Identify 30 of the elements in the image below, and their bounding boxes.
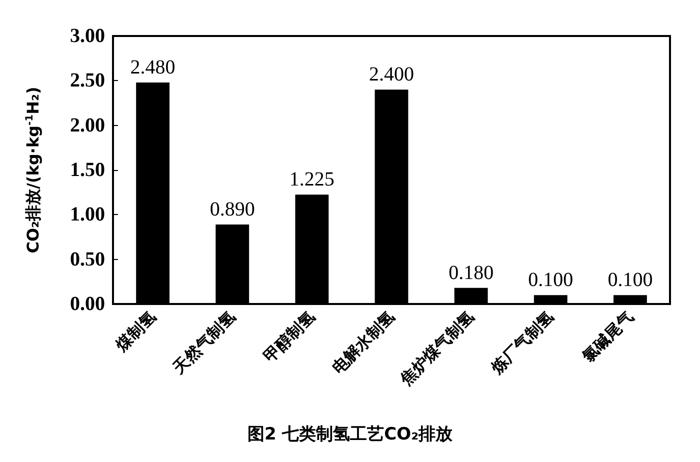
bar [136,82,170,304]
y-tick-label: 1.50 [70,159,105,181]
x-tick-label: 电解水制氢 [328,307,398,378]
text: 图2 七类制氢工艺CO₂排放 [247,424,454,444]
data-label: 2.400 [369,64,414,86]
x-tick-label: 天然气制氢 [168,307,240,378]
x-tick-label: 煤制氢 [111,307,160,356]
y-tick-label: 2.00 [70,114,105,136]
y-axis-title: CO₂排放/(kg·kg-1H₂) [24,86,42,254]
data-label: 0.100 [528,269,574,292]
y-tick-label: 1.00 [70,204,105,226]
x-tick-label: 焦炉煤气制氢 [396,307,478,390]
bar [216,224,250,304]
bar [374,90,408,304]
data-label: 0.890 [210,198,255,220]
y-tick-label: 2.50 [70,70,105,92]
data-label: 0.180 [448,262,494,284]
y-tick-label: 0.00 [70,293,105,315]
data-label: 2.480 [130,56,176,78]
bar [295,194,329,304]
y-tick-label: 3.00 [70,25,105,47]
bar [534,295,568,304]
bar [614,295,647,304]
x-tick-label: 炼厂气制氢 [486,307,558,378]
data-label: 0.100 [608,269,653,292]
data-label: 1.225 [289,168,334,191]
bar [454,288,488,304]
y-tick-label: 0.50 [70,248,105,270]
x-tick-label: 甲醇制氢 [260,307,319,366]
x-tick-label: 氯碱尾气 [578,307,637,367]
